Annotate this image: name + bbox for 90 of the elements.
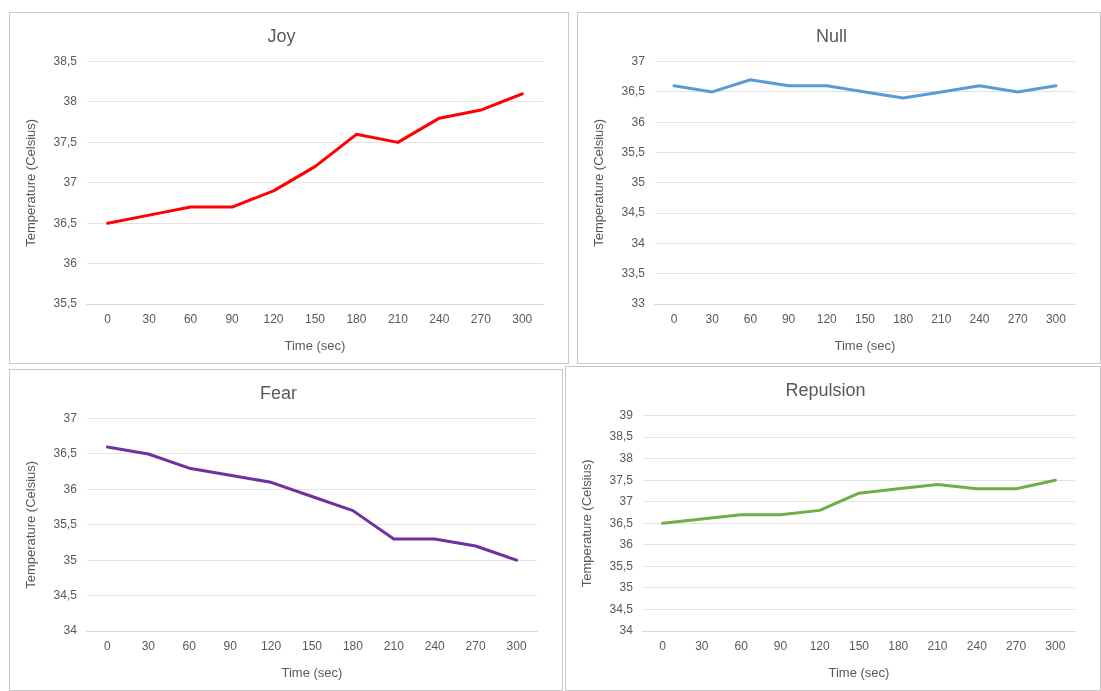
x-tick-label: 30 xyxy=(695,638,709,653)
x-tick-label: 120 xyxy=(816,311,838,326)
x-tick-label: 210 xyxy=(927,638,948,653)
x-tick-label: 60 xyxy=(734,638,749,653)
y-axis-title: Temperature (Celsius) xyxy=(23,118,39,247)
x-tick-label: 180 xyxy=(893,311,914,326)
x-tick-label: 270 xyxy=(1007,311,1029,326)
y-tick-label: 36,5 xyxy=(609,515,634,530)
x-tick-label: 240 xyxy=(424,638,446,653)
y-tick-label: 34 xyxy=(63,623,78,638)
x-axis-title: Time (sec) xyxy=(834,337,896,353)
x-tick-label: 0 xyxy=(670,311,678,326)
y-tick-label: 37 xyxy=(619,494,634,509)
y-tick-label: 38 xyxy=(619,450,634,465)
y-tick-label: 37 xyxy=(63,175,78,190)
chart-title: Fear xyxy=(259,382,298,403)
x-tick-label: 90 xyxy=(225,311,240,326)
y-tick-label: 37 xyxy=(63,410,78,425)
x-tick-label: 270 xyxy=(465,638,486,653)
y-tick-label: 37 xyxy=(631,53,646,68)
x-tick-label: 240 xyxy=(429,311,450,326)
x-tick-label: 30 xyxy=(141,638,156,653)
y-tick-label: 37,5 xyxy=(53,134,78,149)
x-tick-label: 300 xyxy=(506,638,527,653)
x-axis-title: Time (sec) xyxy=(828,664,890,680)
x-axis-title: Time (sec) xyxy=(284,337,346,353)
x-tick-label: 0 xyxy=(659,638,667,653)
chart-title: Joy xyxy=(267,25,296,46)
y-tick-label: 36 xyxy=(619,537,634,552)
x-tick-label: 270 xyxy=(1006,638,1027,653)
y-axis-title: Temperature (Celsius) xyxy=(591,118,607,247)
y-tick-label: 35,5 xyxy=(53,517,78,532)
y-tick-label: 35 xyxy=(619,580,634,595)
y-tick-label: 35,5 xyxy=(609,558,634,573)
y-tick-label: 34,5 xyxy=(609,601,634,616)
y-tick-label: 33,5 xyxy=(621,266,646,281)
y-tick-label: 34 xyxy=(631,235,646,250)
y-tick-label: 36 xyxy=(63,481,78,496)
x-axis-title: Time (sec) xyxy=(281,664,343,680)
x-tick-label: 120 xyxy=(263,311,284,326)
y-tick-label: 36 xyxy=(63,255,78,270)
y-tick-label: 33 xyxy=(631,296,646,311)
x-tick-label: 270 xyxy=(470,311,492,326)
x-tick-label: 60 xyxy=(743,311,758,326)
x-tick-label: 240 xyxy=(966,638,988,653)
y-tick-label: 38,5 xyxy=(609,429,634,444)
x-tick-label: 210 xyxy=(931,311,952,326)
x-tick-label: 150 xyxy=(854,311,876,326)
x-tick-label: 0 xyxy=(104,638,112,653)
chart-title: Repulsion xyxy=(785,379,866,400)
x-tick-label: 210 xyxy=(383,638,405,653)
chart-title: Null xyxy=(815,25,848,46)
x-tick-label: 150 xyxy=(301,638,323,653)
x-tick-label: 180 xyxy=(342,638,364,653)
y-tick-label: 35,5 xyxy=(621,144,646,159)
x-tick-label: 120 xyxy=(809,638,831,653)
y-tick-label: 36 xyxy=(631,114,646,129)
y-axis-title: Temperature (Celsius) xyxy=(23,460,39,589)
y-tick-label: 39 xyxy=(619,407,634,422)
x-tick-label: 300 xyxy=(1045,311,1067,326)
y-tick-label: 38,5 xyxy=(53,53,78,68)
x-tick-label: 90 xyxy=(781,311,796,326)
x-tick-label: 0 xyxy=(104,311,112,326)
x-tick-label: 300 xyxy=(512,311,533,326)
y-tick-label: 35,5 xyxy=(53,296,78,311)
x-tick-label: 60 xyxy=(182,638,197,653)
y-axis-title: Temperature (Celsius) xyxy=(579,459,595,588)
x-tick-label: 90 xyxy=(773,638,788,653)
y-tick-label: 36,5 xyxy=(621,84,646,99)
y-tick-label: 34 xyxy=(619,623,634,638)
x-tick-label: 150 xyxy=(304,311,326,326)
x-tick-label: 180 xyxy=(888,638,909,653)
x-tick-label: 240 xyxy=(969,311,990,326)
y-tick-label: 36,5 xyxy=(53,215,78,230)
x-tick-label: 30 xyxy=(705,311,720,326)
x-tick-label: 210 xyxy=(387,311,409,326)
y-tick-label: 37,5 xyxy=(609,472,634,487)
x-tick-label: 180 xyxy=(346,311,367,326)
x-tick-label: 90 xyxy=(223,638,238,653)
x-tick-label: 150 xyxy=(848,638,870,653)
x-tick-label: 120 xyxy=(261,638,282,653)
y-tick-label: 35 xyxy=(631,175,646,190)
x-tick-label: 300 xyxy=(1045,638,1066,653)
y-tick-label: 34,5 xyxy=(621,205,646,220)
x-tick-label: 30 xyxy=(142,311,157,326)
y-tick-label: 38 xyxy=(63,94,78,109)
y-tick-label: 35 xyxy=(63,552,78,567)
y-tick-label: 34,5 xyxy=(53,587,78,602)
x-tick-label: 60 xyxy=(183,311,198,326)
y-tick-label: 36,5 xyxy=(53,446,78,461)
